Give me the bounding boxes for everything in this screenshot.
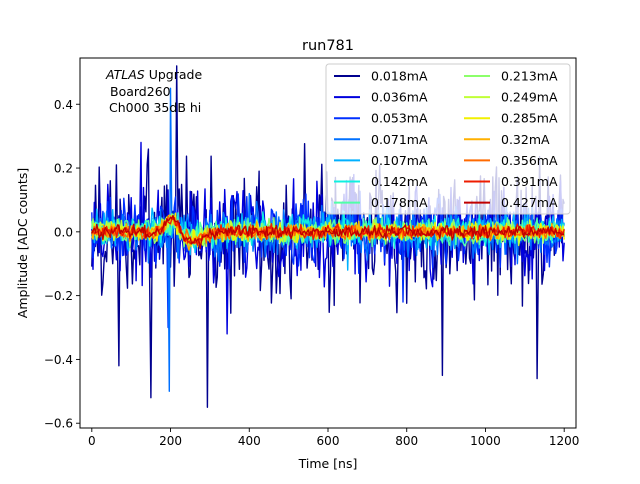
x-tick-label: 400: [238, 434, 261, 448]
legend-label: 0.427mA: [501, 195, 558, 210]
legend: 0.018mA 0.036mA 0.053mA 0.071mA 0.107mA 0.142…: [325, 63, 571, 215]
legend-label: 0.071mA: [371, 132, 428, 147]
x-tick-label: 1200: [549, 434, 580, 448]
legend-label: 0.178mA: [371, 195, 428, 210]
x-tick-label: 0: [88, 434, 96, 448]
x-axis-ticks: 0 200 400 600 800 1000 1200: [88, 428, 579, 448]
y-axis-ticks: −0.6 −0.4 −0.2 0.0 0.2 0.4: [44, 98, 80, 431]
legend-frame: [325, 63, 571, 215]
legend-label: 0.391mA: [501, 174, 558, 189]
annotation-atlas-italic: ATLAS: [105, 67, 145, 82]
series-line: [91, 216, 565, 246]
chart-title: run781: [302, 38, 354, 54]
y-tick-label: −0.2: [44, 289, 73, 303]
legend-label: 0.142mA: [371, 174, 428, 189]
y-tick-label: 0.4: [54, 98, 73, 112]
x-tick-label: 200: [159, 434, 182, 448]
legend-label: 0.32mA: [501, 132, 550, 147]
annotation-line-3: Ch000 35dB hi: [109, 100, 201, 115]
annotation-line-2: Board260: [110, 84, 171, 99]
legend-label: 0.107mA: [371, 153, 428, 168]
x-tick-label: 1000: [470, 434, 501, 448]
x-axis-label: Time [ns]: [298, 456, 358, 471]
legend-label: 0.053mA: [371, 111, 428, 126]
series-line: [91, 214, 565, 250]
y-tick-label: −0.6: [44, 417, 73, 431]
annotation-line-1: ATLAS Upgrade: [105, 67, 202, 82]
legend-label: 0.018mA: [371, 69, 428, 84]
legend-label: 0.356mA: [501, 153, 558, 168]
x-tick-label: 800: [395, 434, 418, 448]
y-axis-label: Amplitude [ADC counts]: [15, 168, 30, 318]
atlas-annotation: ATLAS Upgrade Board260 Ch000 35dB hi: [105, 67, 202, 115]
legend-label: 0.249mA: [501, 90, 558, 105]
legend-label: 0.213mA: [501, 69, 558, 84]
y-tick-label: 0.2: [54, 162, 73, 176]
y-tick-label: 0.0: [54, 225, 73, 239]
legend-label: 0.036mA: [371, 90, 428, 105]
legend-label: 0.285mA: [501, 111, 558, 126]
x-tick-label: 600: [317, 434, 340, 448]
annotation-upgrade: Upgrade: [145, 67, 203, 82]
y-tick-label: −0.4: [44, 353, 73, 367]
